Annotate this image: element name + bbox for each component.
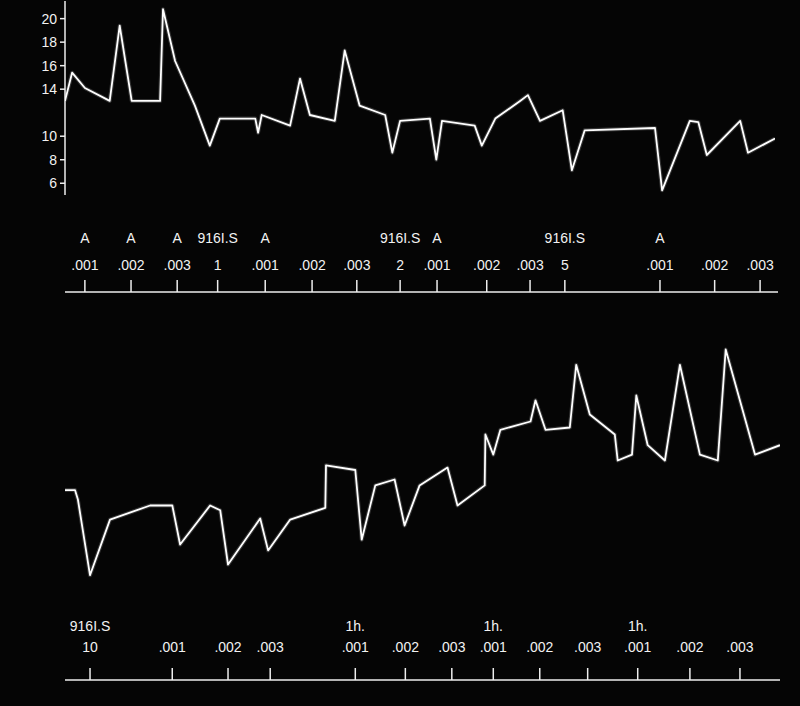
- event-label: 1h.: [628, 618, 647, 634]
- event-tick: [355, 668, 357, 680]
- event-label: A: [173, 230, 183, 246]
- event-dose: .003: [257, 639, 284, 655]
- event-dose: .002: [298, 257, 325, 273]
- event-dose: 1: [214, 257, 222, 273]
- y-tick: [60, 182, 65, 184]
- y-tick-label: 10: [41, 128, 57, 144]
- event-tick: [172, 668, 174, 680]
- event-dose: .001: [159, 639, 186, 655]
- event-tick: [176, 280, 178, 292]
- event-dose: .002: [526, 639, 553, 655]
- event-dose: 2: [396, 257, 404, 273]
- trace-glow: [65, 9, 775, 190]
- event-tick: [269, 668, 271, 680]
- event-label: A: [261, 230, 271, 246]
- event-label: A: [80, 230, 90, 246]
- event-tick: [493, 668, 495, 680]
- event-tick: [564, 280, 566, 292]
- y-tick-label: 14: [41, 81, 57, 97]
- trace-group: [65, 9, 775, 190]
- event-dose: .002: [701, 257, 728, 273]
- event-tick: [405, 668, 407, 680]
- event-tick: [759, 280, 761, 292]
- event-dose: .002: [392, 639, 419, 655]
- event-tick: [356, 280, 358, 292]
- event-label: 916I.S: [197, 230, 237, 246]
- event-tick: [587, 668, 589, 680]
- event-tick: [714, 280, 716, 292]
- event-dose: .003: [164, 257, 191, 273]
- event-dose: .001: [480, 639, 507, 655]
- event-axis: [65, 291, 778, 293]
- figure: 681014161820A.001A.002A.003916I.S1A.001.…: [0, 0, 800, 706]
- event-tick: [130, 280, 132, 292]
- y-tick-label: 16: [41, 58, 57, 74]
- event-tick: [486, 280, 488, 292]
- y-tick: [60, 135, 65, 137]
- event-tick: [539, 668, 541, 680]
- event-label: A: [126, 230, 136, 246]
- trace-glow: [65, 350, 780, 576]
- event-tick: [659, 280, 661, 292]
- event-label: 1h.: [484, 618, 503, 634]
- event-dose: .002: [117, 257, 144, 273]
- event-label: A: [432, 230, 442, 246]
- event-tick: [451, 668, 453, 680]
- event-tick: [436, 280, 438, 292]
- trace-group: [65, 350, 780, 576]
- event-label: 1h.: [346, 618, 365, 634]
- y-tick: [60, 88, 65, 90]
- event-dose: .002: [473, 257, 500, 273]
- event-label: 916I.S: [380, 230, 420, 246]
- event-dose: .002: [676, 639, 703, 655]
- y-tick: [60, 65, 65, 67]
- panel-0: 681014161820A.001A.002A.003916I.S1A.001.…: [41, 1, 778, 292]
- event-tick: [217, 280, 219, 292]
- event-tick: [689, 668, 691, 680]
- event-dose: .001: [624, 639, 651, 655]
- y-tick-label: 20: [41, 11, 57, 27]
- event-tick: [311, 280, 313, 292]
- event-dose: .003: [574, 639, 601, 655]
- y-tick: [60, 41, 65, 43]
- event-dose: .001: [252, 257, 279, 273]
- y-tick-label: 8: [49, 152, 57, 168]
- y-tick-label: 18: [41, 34, 57, 50]
- event-tick: [529, 280, 531, 292]
- event-tick: [739, 668, 741, 680]
- y-tick: [60, 159, 65, 161]
- event-dose: .003: [746, 257, 773, 273]
- event-dose: .003: [726, 639, 753, 655]
- event-label: 916I.S: [70, 618, 110, 634]
- event-dose: .001: [342, 639, 369, 655]
- event-dose: .003: [516, 257, 543, 273]
- event-dose: 5: [561, 257, 569, 273]
- event-dose: .001: [71, 257, 98, 273]
- panel-1: 916I.S 10 .001 .002 .003 1h. .001 .002 .003 1h. .0…: [65, 350, 780, 681]
- event-label: 916I.S: [545, 230, 585, 246]
- event-dose: .003: [343, 257, 370, 273]
- event-dose: .001: [646, 257, 673, 273]
- trace: [65, 9, 775, 190]
- event-dose: 10: [82, 639, 98, 655]
- event-dose: .002: [214, 639, 241, 655]
- event-dose: .001: [423, 257, 450, 273]
- y-tick: [60, 18, 65, 20]
- event-tick: [264, 280, 266, 292]
- trace: [65, 350, 780, 576]
- event-dose: .003: [438, 639, 465, 655]
- event-tick: [637, 668, 639, 680]
- event-label: A: [655, 230, 665, 246]
- y-tick-label: 6: [49, 175, 57, 191]
- event-tick: [84, 280, 86, 292]
- event-tick: [89, 668, 91, 680]
- event-tick: [399, 280, 401, 292]
- event-tick: [227, 668, 229, 680]
